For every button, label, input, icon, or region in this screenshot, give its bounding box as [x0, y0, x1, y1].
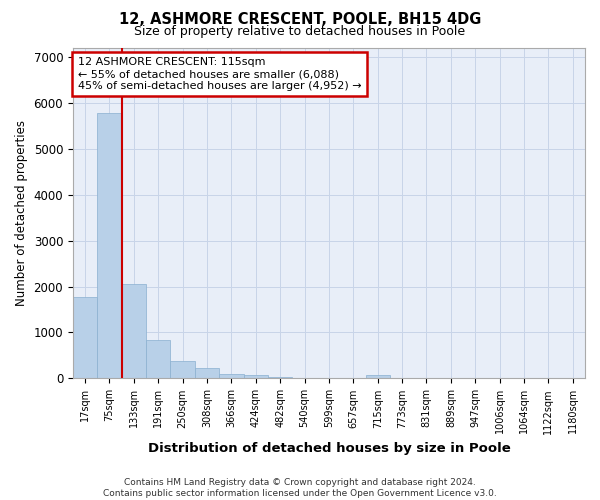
Text: 12 ASHMORE CRESCENT: 115sqm
← 55% of detached houses are smaller (6,088)
45% of : 12 ASHMORE CRESCENT: 115sqm ← 55% of det… — [78, 58, 362, 90]
Text: 12, ASHMORE CRESCENT, POOLE, BH15 4DG: 12, ASHMORE CRESCENT, POOLE, BH15 4DG — [119, 12, 481, 28]
Bar — [97, 113, 122, 378]
Bar — [244, 375, 268, 378]
Bar — [73, 296, 97, 378]
X-axis label: Distribution of detached houses by size in Poole: Distribution of detached houses by size … — [148, 442, 511, 455]
Y-axis label: Number of detached properties: Number of detached properties — [15, 120, 28, 306]
Text: Contains HM Land Registry data © Crown copyright and database right 2024.
Contai: Contains HM Land Registry data © Crown c… — [103, 478, 497, 498]
Bar — [170, 362, 195, 378]
Bar — [365, 375, 390, 378]
Text: Size of property relative to detached houses in Poole: Size of property relative to detached ho… — [134, 25, 466, 38]
Bar — [219, 374, 244, 378]
Bar — [268, 377, 292, 378]
Bar — [122, 284, 146, 378]
Bar — [146, 340, 170, 378]
Bar — [195, 368, 219, 378]
